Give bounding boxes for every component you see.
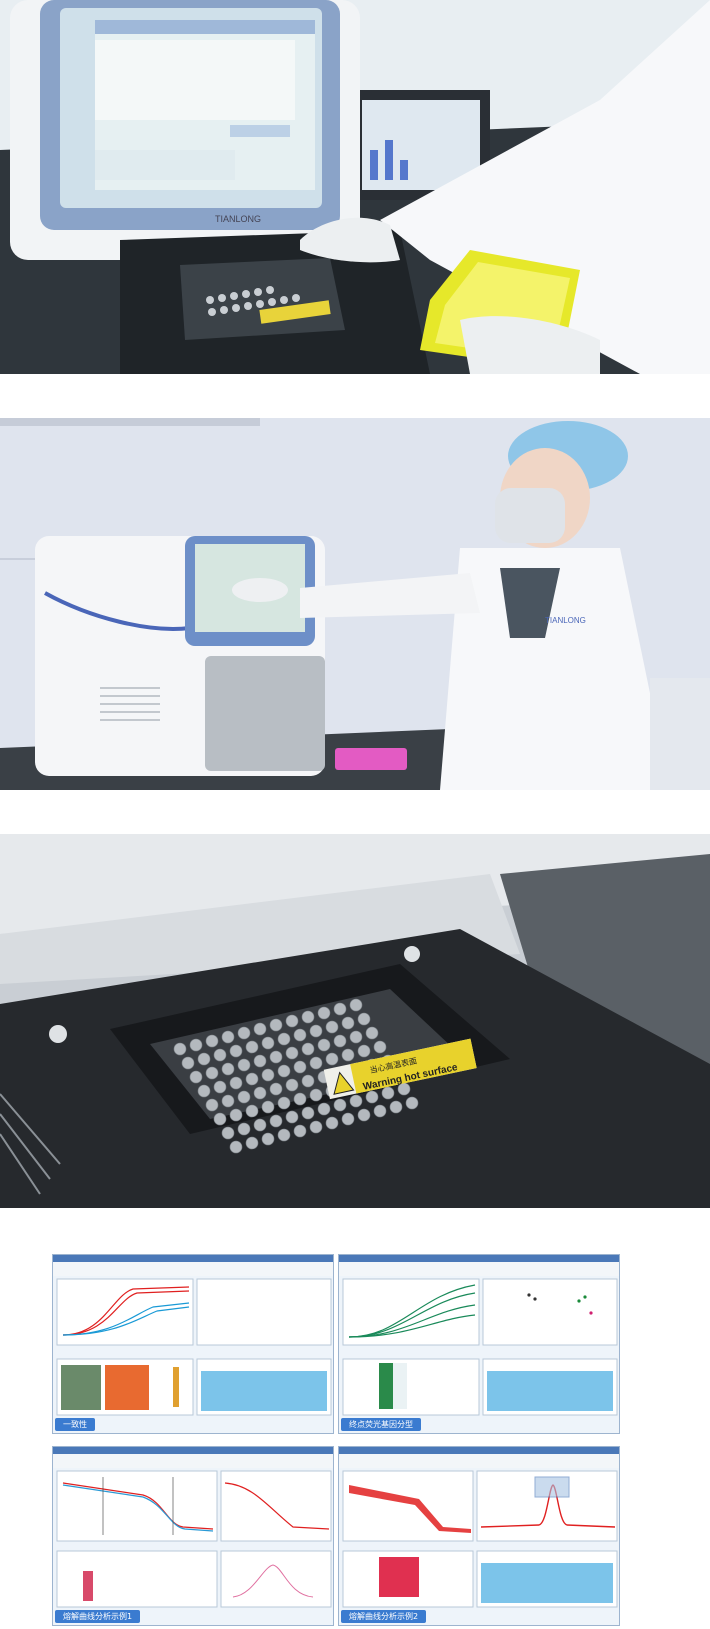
pcr-instrument-side-view — [35, 536, 325, 776]
panel-consistency: 一致性 — [52, 1254, 334, 1434]
panel-melt-curve-1: 熔解曲线分析示例1 — [52, 1446, 334, 1626]
lid-knob-left — [49, 1025, 67, 1043]
photo-technician-operation: TIANLONG — [0, 418, 710, 790]
pcr-instrument — [10, 0, 360, 260]
panel-caption: 一致性 — [55, 1418, 95, 1431]
panel-caption: 熔解曲线分析示例2 — [341, 1610, 427, 1623]
coat-brand-text: TIANLONG — [545, 616, 586, 625]
panel-genotyping: 终点荧光基因分型 — [338, 1254, 620, 1434]
software-screenshots: 一致性 终点荧光基因分型 — [52, 1254, 632, 1629]
background-monitor — [350, 90, 490, 200]
photo-pcr-instrument-loading: TIANLONG — [0, 0, 710, 374]
well-grid — [173, 998, 419, 1154]
panel-caption: 熔解曲线分析示例1 — [55, 1610, 141, 1623]
pink-tube-rack — [335, 748, 407, 770]
warning-label — [323, 1038, 477, 1100]
photo-thermal-block-closeup: 当心高温表面 Warning hot surface — [0, 834, 710, 1208]
technician — [232, 421, 670, 790]
brand-logo-text: TIANLONG — [215, 214, 261, 224]
lid-knob-right — [404, 946, 420, 962]
panel-melt-curve-2: 熔解曲线分析示例2 — [338, 1446, 620, 1626]
panel-caption: 终点荧光基因分型 — [341, 1418, 421, 1431]
